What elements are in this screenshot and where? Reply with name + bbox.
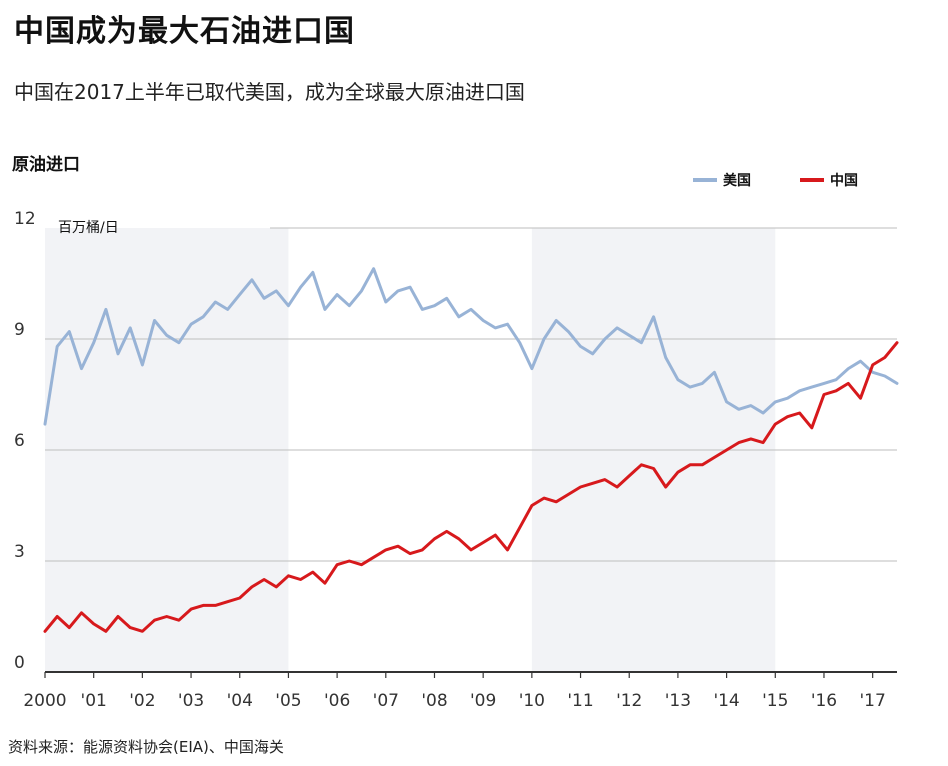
y-tick-label: 6 bbox=[14, 431, 25, 451]
series-line-china bbox=[43, 341, 899, 633]
chart-subtitle: 中国在2017上半年已取代美国，成为全球最大原油进口国 bbox=[14, 80, 525, 104]
unit-label: 百万桶/日 bbox=[58, 220, 119, 236]
x-tick-label: '08 bbox=[421, 691, 447, 711]
gridlines bbox=[45, 227, 897, 562]
y-tick-label: 0 bbox=[14, 653, 25, 673]
y-tick-label: 9 bbox=[14, 320, 25, 340]
x-tick-label: '15 bbox=[762, 691, 788, 711]
source-note: 资料来源：能源资料协会(EIA)、中国海关 bbox=[8, 738, 284, 756]
x-tick-label: '17 bbox=[860, 691, 886, 711]
x-tick-label: '16 bbox=[811, 691, 837, 711]
x-tick-label: '01 bbox=[81, 691, 107, 711]
axis-ticks: 0 3 6 9 12 2000 '01 '02 '03 '04 '05 '06 '07 '08 '09 '10… bbox=[14, 209, 886, 711]
x-tick-label: '02 bbox=[129, 691, 155, 711]
x-tick-label: '10 bbox=[519, 691, 545, 711]
x-tick-label: '11 bbox=[567, 691, 593, 711]
chart-title: 中国成为最大石油进口国 bbox=[14, 14, 355, 49]
legend-label-us: 美国 bbox=[723, 172, 751, 189]
x-tick-label: '09 bbox=[470, 691, 496, 711]
x-tick-label: 2000 bbox=[23, 691, 66, 711]
x-tick-label: '07 bbox=[373, 691, 399, 711]
y-tick-label: 3 bbox=[14, 542, 25, 562]
x-tick-label: '04 bbox=[227, 691, 253, 711]
x-tick-label: '13 bbox=[665, 691, 691, 711]
x-tick-label: '06 bbox=[324, 691, 350, 711]
x-tick-label: '14 bbox=[713, 691, 739, 711]
x-tick-label: '05 bbox=[275, 691, 301, 711]
series-line-us bbox=[43, 267, 899, 426]
series-layer bbox=[43, 267, 899, 633]
x-tick-label: '12 bbox=[616, 691, 642, 711]
y-axis-label: 原油进口 bbox=[12, 154, 80, 175]
legend: 美国 中国 bbox=[693, 172, 858, 189]
y-tick-label: 12 bbox=[14, 209, 36, 229]
x-tick-label: '03 bbox=[178, 691, 204, 711]
legend-label-china: 中国 bbox=[830, 172, 858, 189]
